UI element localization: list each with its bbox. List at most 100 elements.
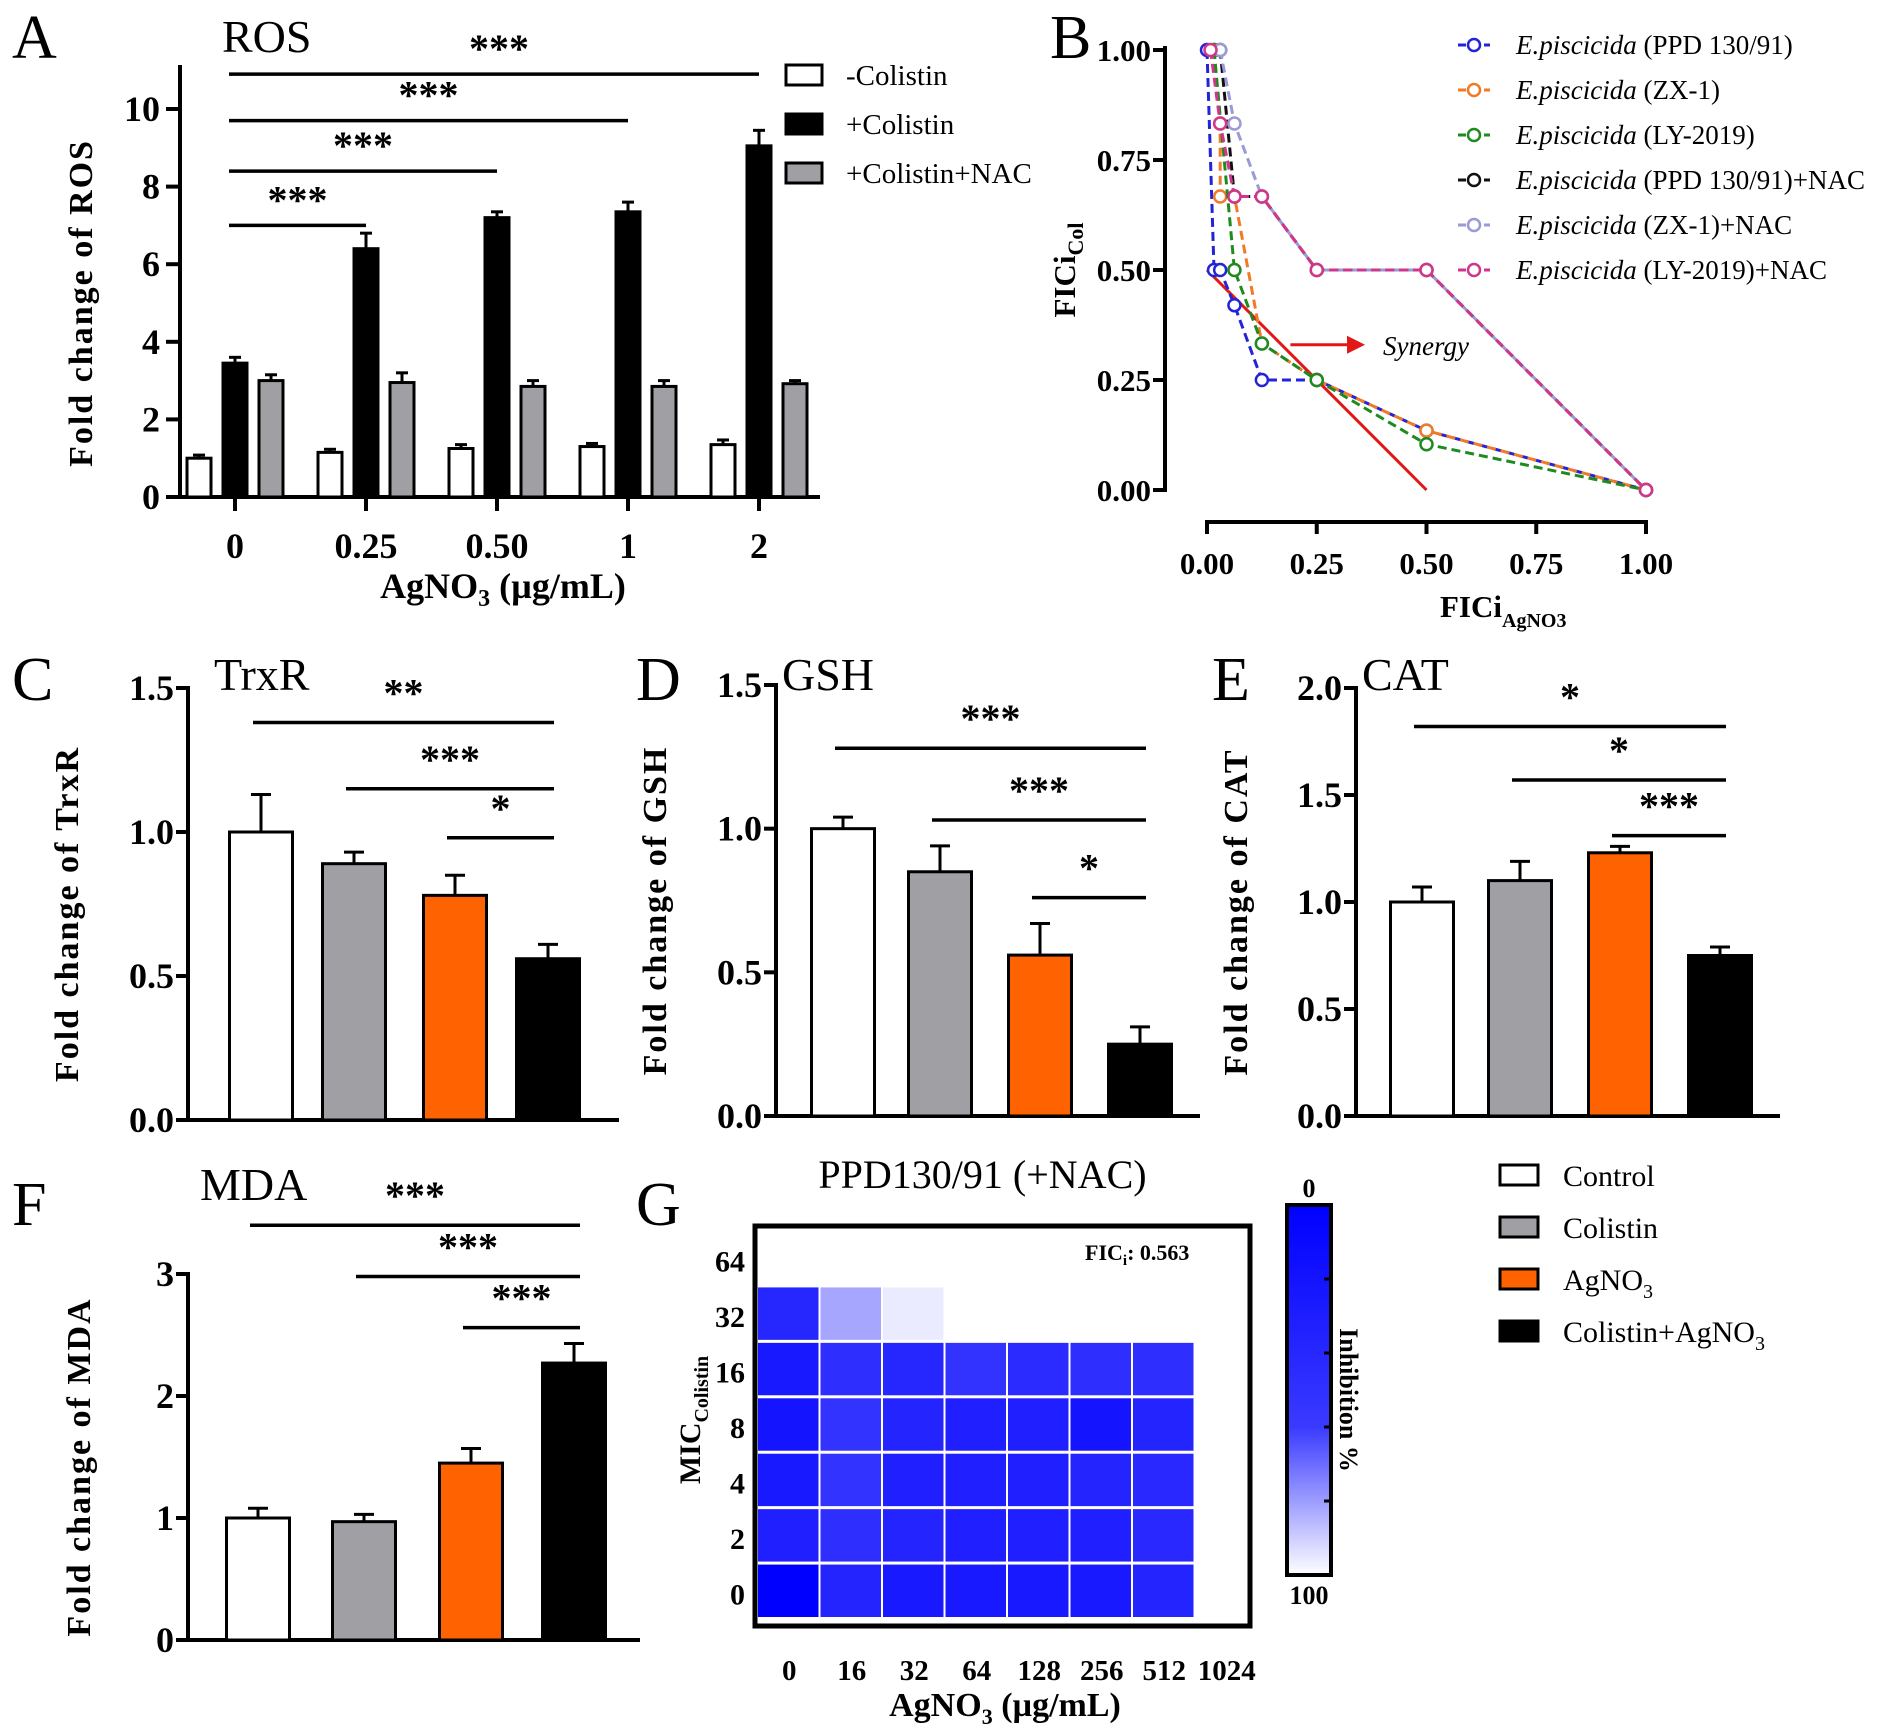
significance-stars: *** [420,737,480,782]
chart-title: CAT [1362,649,1449,700]
legend-marker [1466,37,1482,53]
data-point [1254,372,1270,388]
data-point [1309,262,1324,278]
legend-label: E.piscicida (PPD 130/91)+NAC [1515,165,1865,195]
bar-colistin [331,1520,397,1642]
heatmap-cell [758,1564,819,1617]
significance-stars: *** [268,177,328,222]
x-tick-label: 256 [1080,1655,1124,1687]
y-tick-label: 1.00 [1097,33,1151,68]
y-tick-label: 0.0 [1297,1096,1342,1136]
significance-stars: * [1609,728,1629,773]
x-tick-label: 128 [1018,1655,1062,1687]
heatmap-cell [945,1398,1006,1451]
data-point [1419,262,1434,278]
significance-stars: ** [384,671,424,716]
legend-species: E.piscicida [1515,255,1637,285]
chart-title: GSH [782,649,874,700]
y-tick-label: 6 [142,244,160,284]
data-point [1254,336,1270,351]
y-tick-label: 0.0 [717,1096,762,1136]
heatmap-cell [883,1453,944,1507]
bar-agno [422,893,488,1122]
bar-control [225,1516,291,1642]
y-tick-label: 2 [142,399,160,439]
bar--colistin [745,144,773,499]
x-tick-label: 0.25 [1290,546,1344,581]
y-tick-label: 1.0 [1297,882,1342,922]
legend-label-sub: 3 [1755,1333,1765,1355]
heatmap-cell [883,1287,944,1340]
x-tick-label: 0.25 [335,526,398,566]
y-tick-label: 1.5 [1297,775,1342,815]
significance-stars: *** [492,1276,552,1321]
y-tick-label: 0.0 [129,1100,174,1140]
y-axis-label: Fold change of TrxR [49,746,86,1082]
significance-stars: * [1079,846,1099,891]
x-axis-label-text: AgNO [380,566,478,606]
heatmap-cell [1133,1342,1194,1396]
x-axis-label: FICiAgNO3 [1440,589,1566,632]
heatmap-cell [1133,1398,1194,1451]
bar-control [228,830,294,1122]
bar--colistin [185,456,213,499]
x-axis-label-text: FICi [1440,589,1502,624]
y-tick-label: 0.50 [1097,253,1151,288]
fici-value: : 0.563 [1127,1240,1189,1265]
legend-species: E.piscicida [1515,30,1637,60]
data-point [1212,262,1228,278]
legend-strain: (ZX-1)+NAC [1637,210,1792,240]
x-axis-label-text: AgNO [889,1687,982,1724]
y-tick-label: 0.25 [1097,363,1151,398]
legend-strain: (LY-2019) [1637,120,1755,150]
synergy-label: Synergy [1383,331,1469,361]
bar-colistin [907,870,973,1118]
y-tick-label: 32 [715,1301,745,1334]
y-tick-label: 0.5 [129,956,174,996]
y-tick-label: 8 [142,167,160,207]
heatmap-cell [1070,1398,1131,1451]
legend-marker [1466,217,1482,233]
bar-agno [1587,851,1653,1118]
colorbar-bottom-label: 100 [1290,1581,1329,1610]
data-point [1227,189,1242,204]
x-tick-label: 0 [782,1655,797,1687]
y-tick-label: 1.0 [129,812,174,852]
significance-stars: *** [1639,784,1699,829]
significance-stars: *** [333,123,393,168]
legend-swatch [1498,1267,1540,1291]
legend-label: -Colistin [846,60,948,92]
bar-agno [438,1461,504,1642]
heatmap-cell [945,1453,1006,1507]
y-axis-label: MICColistin [674,1356,713,1484]
y-tick-label: 3 [156,1254,174,1294]
heatmap-cell [883,1342,944,1396]
x-tick-label: 0 [226,526,244,566]
colorbar [1285,1203,1333,1577]
heatmap-cell [1133,1564,1194,1617]
bar--colistin [221,361,249,499]
series-line [1218,49,1648,492]
data-point [1419,436,1434,452]
significance-stars: *** [961,696,1021,741]
bar-control [1389,900,1455,1118]
arrow-icon [1347,335,1366,354]
legend-strain: (ZX-1) [1637,75,1720,105]
significance-stars: * [491,786,511,831]
significance-stars: * [1560,675,1580,720]
heatmap-cell [820,1564,881,1617]
heatmap-cell [758,1287,819,1340]
legend-label: E.piscicida (LY-2019) [1515,120,1755,150]
y-tick-label: 0.5 [1297,989,1342,1029]
bar--colistin [447,447,475,499]
heatmap-cell [1008,1453,1069,1507]
legend-label: E.piscicida (ZX-1)+NAC [1515,210,1792,240]
y-tick-label: 4 [142,322,160,362]
heatmap-cell [945,1342,1006,1396]
y-axis-label-text: MIC [674,1423,707,1485]
bar--colistin [578,445,606,499]
legend-label: Colistin+AgNO3 [1563,1316,1765,1355]
legend-marker [1466,82,1482,98]
x-tick-label: 512 [1143,1655,1187,1687]
data-point [1212,116,1228,131]
